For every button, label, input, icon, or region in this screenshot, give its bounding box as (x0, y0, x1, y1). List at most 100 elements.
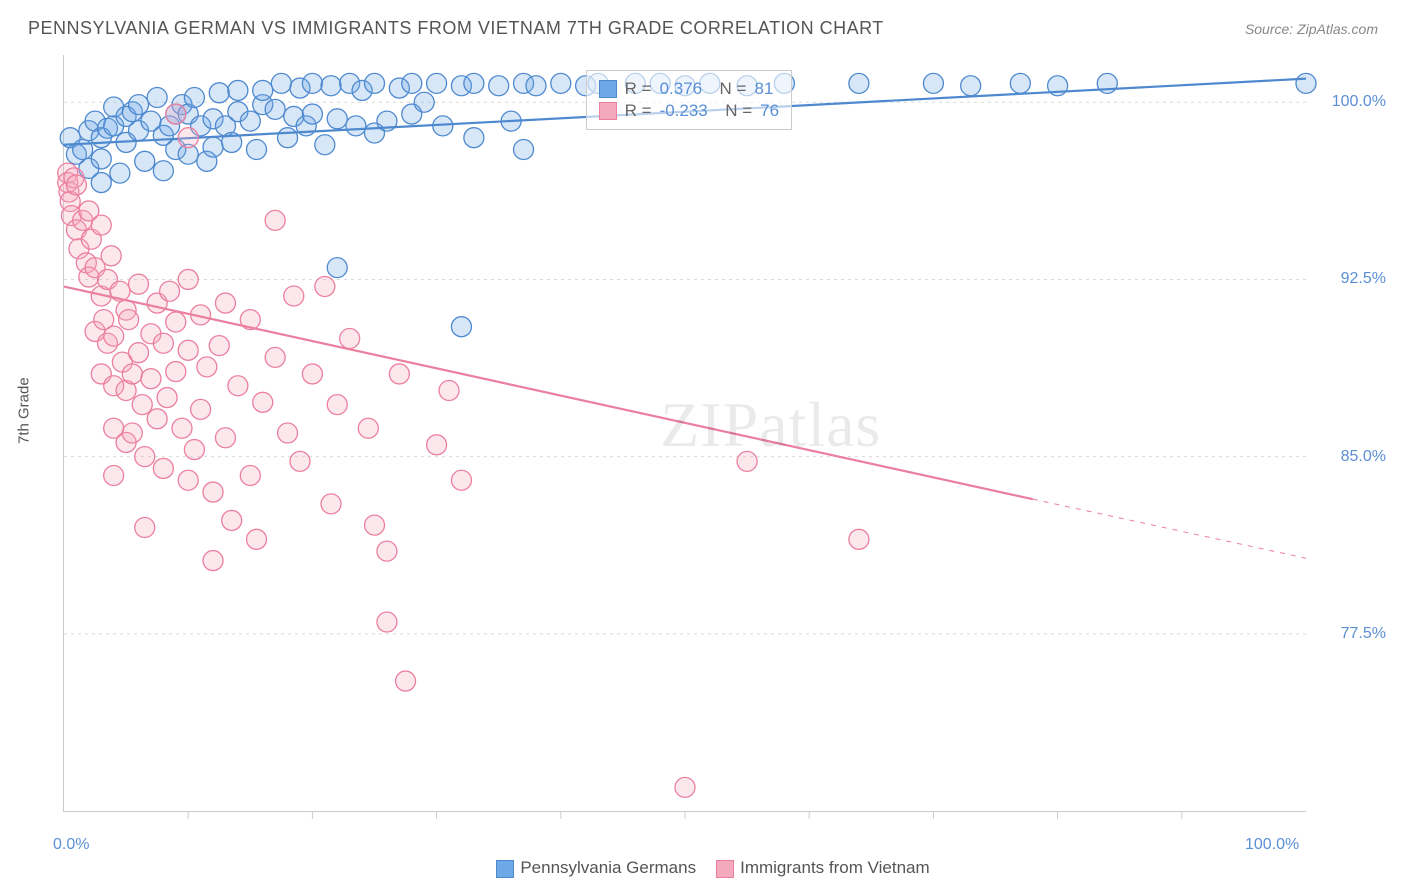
stats-legend-box: R = 0.376 N = 81R = -0.233 N = 76 (586, 70, 792, 130)
legend-label-pink: Immigrants from Vietnam (740, 858, 930, 877)
data-point-pink (191, 399, 211, 419)
data-point-blue (1296, 73, 1316, 93)
data-point-pink (122, 364, 142, 384)
data-point-blue (321, 76, 341, 96)
data-point-blue (129, 95, 149, 115)
x-tick-label: 100.0% (1245, 836, 1299, 854)
data-point-pink (172, 418, 192, 438)
data-point-pink (157, 388, 177, 408)
x-tick-label: 0.0% (53, 836, 89, 854)
data-point-pink (358, 418, 378, 438)
data-point-blue (302, 104, 322, 124)
source-credit: Source: ZipAtlas.com (1245, 21, 1378, 37)
data-point-pink (135, 447, 155, 467)
data-point-blue (135, 151, 155, 171)
trend-line-dash-pink (1033, 499, 1306, 558)
data-point-blue (414, 92, 434, 112)
data-point-pink (247, 529, 267, 549)
data-point-blue (91, 173, 111, 193)
stats-row-pink: R = -0.233 N = 76 (599, 101, 779, 121)
data-point-pink (365, 515, 385, 535)
data-point-blue (961, 76, 981, 96)
data-point-pink (675, 777, 695, 797)
data-point-pink (141, 369, 161, 389)
data-point-blue (464, 73, 484, 93)
data-point-blue (271, 73, 291, 93)
chart-area: 7th Grade ZIPatlas R = 0.376 N = 81R = -… (28, 55, 1396, 832)
data-point-blue (110, 163, 130, 183)
data-point-pink (265, 347, 285, 367)
data-point-pink (265, 210, 285, 230)
data-point-pink (153, 333, 173, 353)
plot-region: ZIPatlas R = 0.376 N = 81R = -0.233 N = … (63, 55, 1306, 812)
data-point-blue (153, 161, 173, 181)
data-point-blue (228, 80, 248, 100)
data-point-pink (222, 510, 242, 530)
data-point-blue (253, 80, 273, 100)
trend-line-pink (64, 287, 1033, 500)
data-point-blue (551, 73, 571, 93)
y-tick-label: 92.5% (1341, 270, 1386, 288)
data-point-blue (346, 116, 366, 136)
y-tick-label: 100.0% (1332, 93, 1386, 111)
data-point-pink (849, 529, 869, 549)
stat-r-value: 0.376 (660, 79, 703, 99)
data-point-pink (340, 329, 360, 349)
plot-svg (64, 55, 1306, 811)
data-point-pink (302, 364, 322, 384)
y-tick-label: 77.5% (1341, 625, 1386, 643)
data-point-pink (104, 326, 124, 346)
data-point-pink (315, 277, 335, 297)
data-point-pink (166, 362, 186, 382)
stats-row-blue: R = 0.376 N = 81 (599, 79, 779, 99)
data-point-blue (327, 258, 347, 278)
data-point-pink (101, 246, 121, 266)
legend-swatch-pink (599, 102, 617, 120)
data-point-pink (209, 336, 229, 356)
data-point-blue (489, 76, 509, 96)
data-point-pink (215, 293, 235, 313)
data-point-blue (91, 149, 111, 169)
data-point-pink (377, 612, 397, 632)
y-axis-label: 7th Grade (16, 377, 33, 444)
data-point-pink (439, 380, 459, 400)
data-point-blue (365, 73, 385, 93)
data-point-blue (849, 73, 869, 93)
data-point-pink (321, 494, 341, 514)
data-point-pink (91, 215, 111, 235)
data-point-pink (178, 470, 198, 490)
data-point-pink (278, 423, 298, 443)
data-point-pink (327, 395, 347, 415)
data-point-blue (514, 140, 534, 160)
data-point-pink (178, 128, 198, 148)
stat-n-label: N = (716, 101, 752, 121)
data-point-blue (923, 73, 943, 93)
data-point-pink (737, 451, 757, 471)
data-point-pink (122, 423, 142, 443)
source-label: Source: (1245, 21, 1297, 37)
y-tick-label: 85.0% (1341, 448, 1386, 466)
data-point-blue (265, 99, 285, 119)
stat-n-value: 81 (754, 79, 773, 99)
data-point-blue (147, 88, 167, 108)
data-point-blue (327, 109, 347, 129)
bottom-legend: Pennsylvania Germans Immigrants from Viet… (0, 858, 1406, 878)
data-point-pink (119, 310, 139, 330)
data-point-pink (178, 269, 198, 289)
data-point-pink (66, 175, 86, 195)
data-point-blue (1010, 73, 1030, 93)
data-point-pink (166, 312, 186, 332)
data-point-pink (228, 376, 248, 396)
data-point-pink (290, 451, 310, 471)
data-point-pink (203, 551, 223, 571)
data-point-pink (129, 274, 149, 294)
source-name: ZipAtlas.com (1297, 21, 1378, 37)
legend-label-blue: Pennsylvania Germans (520, 858, 696, 877)
data-point-blue (203, 137, 223, 157)
data-point-pink (197, 357, 217, 377)
data-point-pink (147, 409, 167, 429)
data-point-pink (135, 518, 155, 538)
data-point-blue (209, 83, 229, 103)
data-point-blue (451, 317, 471, 337)
legend-swatch-blue (599, 80, 617, 98)
